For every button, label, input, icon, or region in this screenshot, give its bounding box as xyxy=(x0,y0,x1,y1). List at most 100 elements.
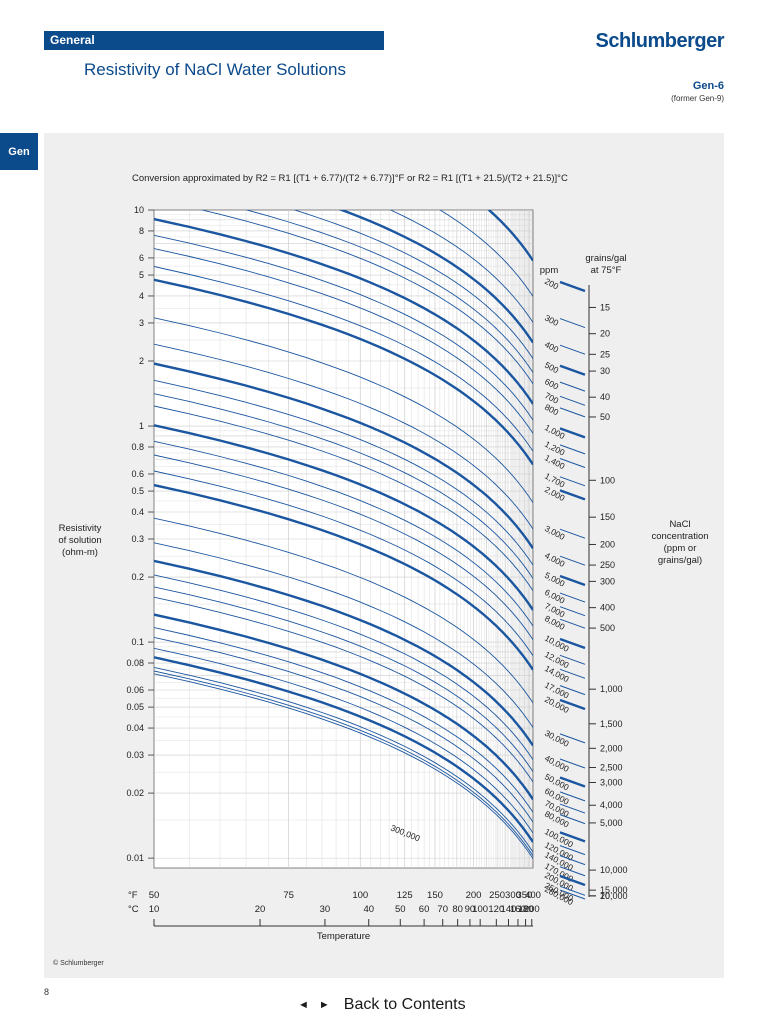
y-tick-label: 0.04 xyxy=(126,723,144,733)
grains-tick-label: 100 xyxy=(600,475,615,485)
grains-tick-label: 400 xyxy=(600,603,615,613)
series-line xyxy=(154,574,533,760)
series-line xyxy=(154,586,533,772)
x-tick-label-f: 100 xyxy=(352,890,368,901)
series-line xyxy=(154,636,533,823)
x-tick-label-c: 40 xyxy=(363,904,374,915)
series-line xyxy=(154,483,533,671)
prev-arrow-icon[interactable]: ◄ xyxy=(298,999,309,1011)
series-line xyxy=(154,278,533,466)
grains-tick-label: 1,000 xyxy=(600,684,623,694)
x-tick-label-c: 10 xyxy=(149,904,160,915)
ppm-label: 2,000 xyxy=(543,484,567,503)
y-tick-label: 0.08 xyxy=(126,658,144,668)
ppm-tick xyxy=(559,855,586,866)
series-line xyxy=(154,670,533,857)
x-tick-label-f: 200 xyxy=(466,890,482,901)
x-tick-label-f: 300 xyxy=(505,890,521,901)
y-tick-label: 0.6 xyxy=(131,469,144,479)
grains-tick-label: 5,000 xyxy=(600,818,623,828)
grains-tick-label: 1,500 xyxy=(600,719,623,729)
x-tick-label-f: 350 xyxy=(516,890,532,901)
grains-tick-label: 150 xyxy=(600,512,615,522)
ppm-tick xyxy=(559,814,586,825)
ppm-tick xyxy=(559,831,586,843)
series-line xyxy=(154,596,533,783)
ppm-label: 300 xyxy=(543,313,560,329)
copyright: © Schlumberger xyxy=(53,960,104,967)
x-tick-label-c: 30 xyxy=(320,904,331,915)
series-line xyxy=(245,210,533,373)
brand-logo: Schlumberger xyxy=(595,30,725,52)
x-tick-label-c: 50 xyxy=(395,904,406,915)
ppm-tick xyxy=(559,592,586,603)
y-tick-label: 3 xyxy=(139,318,144,328)
nacl-label: concentration xyxy=(651,531,708,542)
x-tick-label-f: 125 xyxy=(397,890,413,901)
ppm-tick xyxy=(559,776,586,788)
back-to-contents-link[interactable]: Back to Contents xyxy=(343,996,466,1013)
series-line xyxy=(338,210,533,344)
ppm-label: 5,000 xyxy=(543,570,567,589)
ppm-tick xyxy=(559,758,586,769)
series-line xyxy=(154,248,533,434)
x-tick-label-c: 90 xyxy=(465,904,476,915)
ppm-label: 600 xyxy=(543,376,560,392)
ppm-tick xyxy=(559,668,586,679)
grains-tick-label: 300 xyxy=(600,576,615,586)
side-tab-gen[interactable]: Gen xyxy=(0,133,38,170)
resistivity-chart: 10 8 6 5 4 3 2 1 0.8 0.6 0.5 0.4 0.3 0.2 0.1 0.08 0.06 0.… xyxy=(58,173,708,942)
series-line xyxy=(154,470,533,656)
grains-tick-label: 2,000 xyxy=(600,743,623,753)
x-tick-label-f: 400 xyxy=(525,890,541,901)
ppm-tick xyxy=(559,280,586,293)
series-line xyxy=(154,647,533,834)
series-line xyxy=(293,210,533,359)
section-header: General xyxy=(44,31,384,50)
series-line xyxy=(154,424,533,611)
ppm-label: 400 xyxy=(543,339,560,355)
y-tick-label: 0.8 xyxy=(131,442,144,452)
ppm-label: 30,000 xyxy=(543,728,571,749)
x-tick-label-c: 20 xyxy=(255,904,266,915)
series-line xyxy=(154,393,533,579)
ppm-tick xyxy=(559,458,586,468)
chart-panel: 10 8 6 5 4 3 2 1 0.8 0.6 0.5 0.4 0.3 0.2 0.1 0.08 0.06 0.… xyxy=(44,133,724,978)
y-tick-label: 4 xyxy=(139,291,144,301)
grains-header: grains/gal xyxy=(585,253,626,264)
next-arrow-icon[interactable]: ► xyxy=(318,999,330,1011)
grains-tick-label: 40 xyxy=(600,392,610,402)
series-line xyxy=(154,440,533,627)
series-line xyxy=(154,517,533,704)
series-line xyxy=(154,343,533,530)
ppm-tick xyxy=(559,698,586,711)
series-line xyxy=(154,405,533,591)
y-tick-label: 0.5 xyxy=(131,486,144,496)
ppm-tick xyxy=(559,364,586,376)
y-tick-label: 0.01 xyxy=(126,853,144,863)
x-tick-label-c: 100 xyxy=(472,904,488,915)
grains-tick-label: 3,000 xyxy=(600,777,623,787)
series-line xyxy=(154,559,533,747)
ppm-label: 1,000 xyxy=(543,422,567,441)
grains-tick-label: 10 xyxy=(600,891,610,901)
x-tick-label-f: 75 xyxy=(283,890,294,901)
series-line xyxy=(154,266,533,452)
ppm-tick xyxy=(559,637,586,650)
x-tick-label-c: 80 xyxy=(452,904,463,915)
ppm-label: 500 xyxy=(543,360,560,376)
ppm-tick xyxy=(559,476,586,487)
series-line xyxy=(154,379,533,566)
y-tick-label: 6 xyxy=(139,253,144,263)
nacl-label: grains/gal) xyxy=(658,555,702,566)
ppm-label: 4,000 xyxy=(543,550,567,569)
ppm-tick xyxy=(559,489,586,501)
grains-tick-label: 25 xyxy=(600,349,610,359)
ppm-label: 1,400 xyxy=(543,452,567,471)
y-tick-label: 10 xyxy=(134,205,144,215)
ppm-tick xyxy=(559,444,586,455)
x-tick-label-f: 150 xyxy=(427,890,443,901)
ppm-tick xyxy=(559,618,586,629)
grains-tick-label: 2,500 xyxy=(600,763,623,773)
ppm-tick xyxy=(559,555,586,566)
